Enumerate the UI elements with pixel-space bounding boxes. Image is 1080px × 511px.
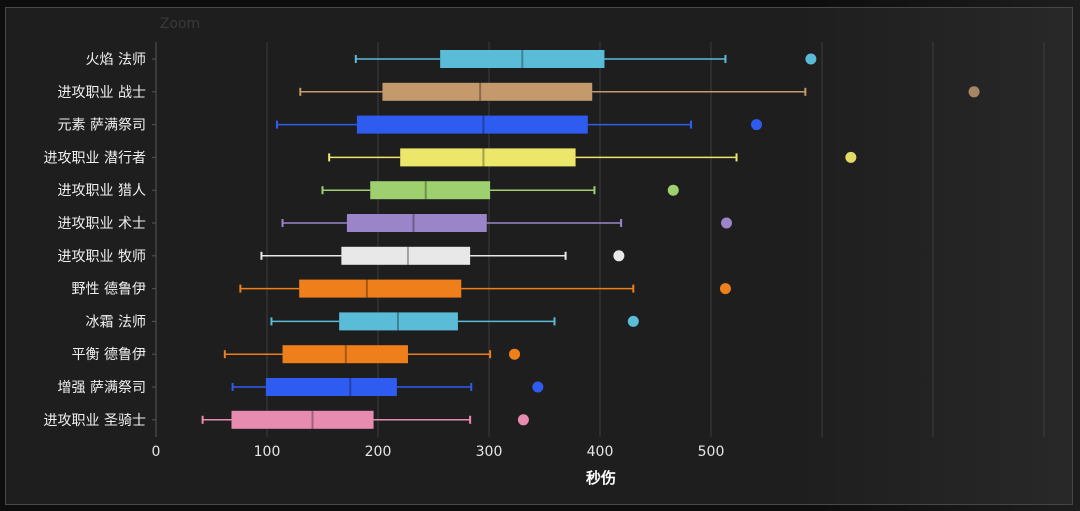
- x-tick-label: 500: [698, 444, 725, 460]
- box-item: [281, 214, 733, 232]
- box-item: [231, 378, 544, 396]
- outlier-point: [721, 217, 733, 229]
- box-item: [328, 148, 857, 167]
- y-category-label: 元素 萨满祭司: [58, 118, 146, 134]
- outlier-point: [613, 250, 625, 262]
- outlier-point: [968, 86, 980, 98]
- x-axis-label: 秒伤: [586, 469, 616, 487]
- box-iqr: [341, 246, 471, 265]
- y-category-label: 火焰 法师: [86, 52, 146, 68]
- outlier-point: [627, 315, 639, 327]
- outlier-point: [719, 283, 731, 295]
- y-category-label: 进攻职业 潜行者: [44, 150, 146, 166]
- box-iqr: [356, 115, 588, 134]
- box-item: [299, 82, 980, 101]
- y-category-label: 平衡 德鲁伊: [72, 347, 146, 363]
- x-tick-label: 400: [587, 444, 614, 460]
- outlier-point: [805, 53, 817, 65]
- outlier-point: [532, 381, 544, 393]
- y-category-label: 野性 德鲁伊: [72, 282, 146, 298]
- y-category-label: 进攻职业 牧师: [58, 249, 146, 265]
- box-item: [239, 279, 731, 298]
- x-tick-label: 0: [152, 444, 161, 460]
- y-category-label: 冰霜 法师: [86, 314, 146, 330]
- box-iqr: [282, 345, 408, 364]
- x-tick-label: 100: [254, 444, 281, 460]
- box-item: [354, 50, 817, 68]
- box-item: [223, 345, 521, 364]
- box-iqr: [299, 279, 462, 298]
- outlier-point: [845, 151, 857, 163]
- y-category-label: 进攻职业 术士: [58, 216, 146, 232]
- outlier-point: [667, 184, 679, 196]
- outlier-point: [517, 414, 529, 426]
- outlier-point: [509, 348, 521, 360]
- box-item: [275, 115, 763, 134]
- box-iqr: [339, 312, 458, 331]
- y-category-label: 增强 萨满祭司: [58, 380, 146, 396]
- x-tick-label: 200: [365, 444, 392, 460]
- box-iqr: [440, 50, 605, 68]
- box-item: [321, 181, 679, 200]
- y-category-label: 进攻职业 圣骑士: [44, 413, 146, 429]
- chart-title: Zoom: [160, 16, 200, 32]
- box-iqr: [370, 181, 491, 200]
- box-iqr: [382, 82, 593, 101]
- x-tick-label: 300: [476, 444, 503, 460]
- box-iqr: [265, 378, 397, 396]
- box-item: [260, 246, 625, 265]
- box-item: [270, 312, 639, 331]
- box-iqr: [400, 148, 576, 167]
- y-category-label: 进攻职业 战士: [58, 85, 146, 101]
- box-iqr: [346, 214, 487, 232]
- y-category-label: 进攻职业 猎人: [58, 183, 146, 199]
- box-item: [201, 410, 529, 429]
- box-iqr: [231, 410, 374, 429]
- outlier-point: [751, 119, 763, 131]
